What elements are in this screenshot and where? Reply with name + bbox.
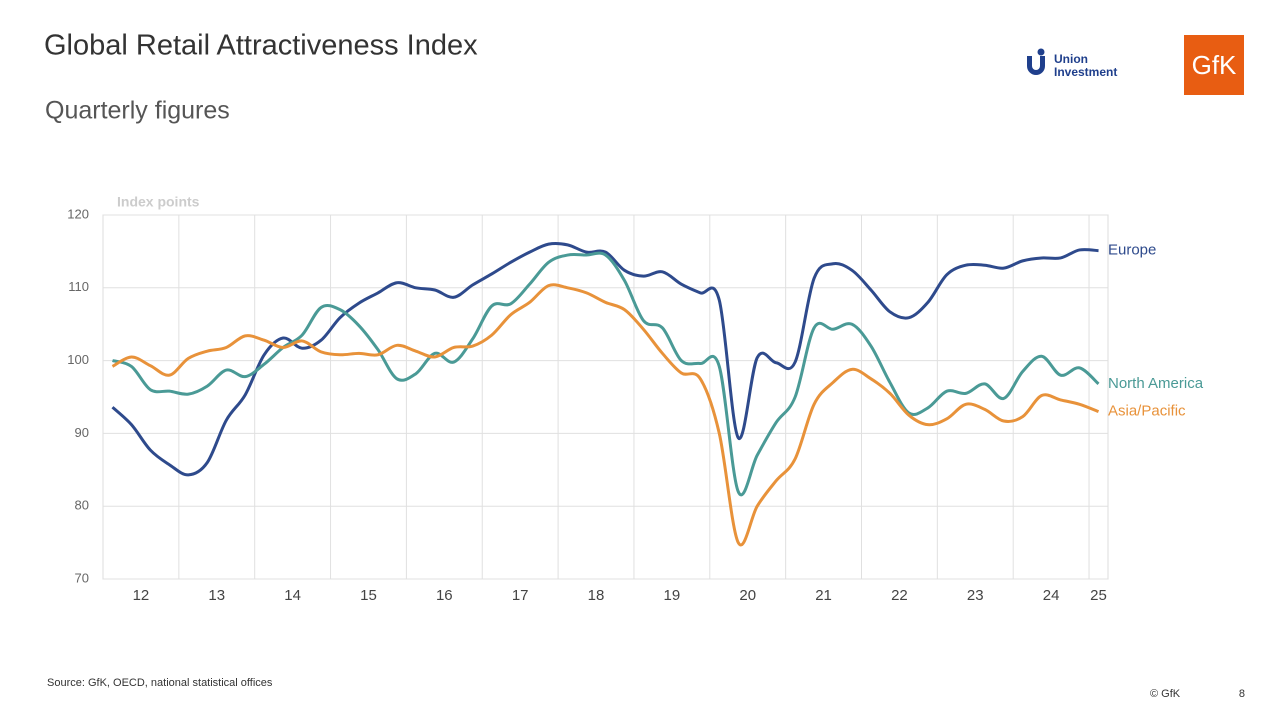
x-tick-label: 19 — [664, 587, 681, 604]
y-tick-label: 100 — [67, 352, 89, 367]
y-tick-label: 70 — [75, 570, 89, 585]
y-tick-label: 110 — [68, 279, 89, 294]
x-tick-label: 17 — [512, 587, 529, 604]
source: Source: GfK, OECD, national statistical … — [47, 677, 273, 689]
series-label: North America — [1108, 375, 1204, 392]
x-tick-label: 14 — [284, 587, 301, 604]
x-tick-label: 12 — [133, 587, 150, 604]
x-tick-label: 16 — [436, 587, 453, 604]
y-axis-label: Index points — [117, 194, 200, 210]
x-tick-label: 25 — [1090, 587, 1107, 604]
y-tick-label: 120 — [67, 206, 89, 221]
union-logo: Union Investment — [1027, 48, 1117, 79]
copyright: © GfK — [1150, 688, 1181, 700]
y-tick-label: 90 — [75, 425, 89, 440]
union-icon — [1027, 56, 1045, 75]
union-dot — [1037, 48, 1045, 56]
subtitle: Quarterly figures — [45, 97, 230, 125]
x-tick-label: 15 — [360, 587, 377, 604]
gfk-logo: GfK — [1184, 35, 1244, 95]
x-tick-label: 18 — [588, 587, 605, 604]
title: Global Retail Attractiveness Index — [44, 30, 478, 62]
union-text: Investment — [1054, 65, 1117, 79]
x-tick-label: 22 — [891, 587, 908, 604]
x-tick-label: 23 — [967, 587, 984, 604]
union-text: Union — [1054, 52, 1088, 66]
series-line — [112, 251, 1100, 497]
page-number: 8 — [1239, 688, 1245, 700]
y-tick-label: 80 — [75, 498, 89, 513]
x-tick-label: 20 — [739, 587, 756, 604]
x-tick-label: 21 — [815, 587, 832, 604]
gfk-box — [1184, 35, 1244, 95]
x-tick-label: 13 — [208, 587, 225, 604]
series-label: Europe — [1108, 242, 1156, 259]
series-label: Asia/Pacific — [1108, 403, 1186, 420]
series-line — [111, 241, 1099, 477]
x-tick-label: 24 — [1043, 587, 1060, 604]
series-line — [111, 283, 1100, 547]
gfk-text: GfK — [1192, 50, 1237, 80]
